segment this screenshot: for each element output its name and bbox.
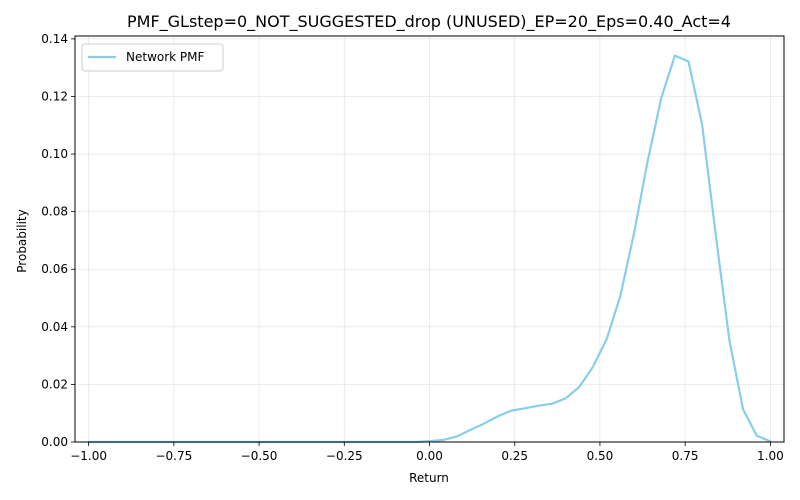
y-axis-title: Probability [15,209,29,272]
legend-label: Network PMF [126,50,205,64]
y-tick-label: 0.08 [41,205,68,219]
chart-title: PMF_GLstep=0_NOT_SUGGESTED_drop (UNUSED)… [127,12,731,32]
legend: Network PMF [81,43,224,72]
x-tick-label: 0.25 [501,449,528,463]
x-tick-label: −0.75 [155,449,192,463]
grid-lines [75,36,784,443]
x-axis-ticks: −1.00 −0.75 −0.50 −0.25 0.00 0.25 0.50 0.75 1.00 [70,442,784,463]
y-tick-label: 0.10 [41,147,68,161]
legend-box [81,43,224,72]
x-tick-label: −0.50 [241,449,278,463]
x-tick-label: 1.00 [757,449,784,463]
y-axis-ticks: 0.00 0.02 0.04 0.06 0.08 0.10 0.12 0.14 [41,32,75,449]
y-tick-label: 0.04 [41,320,68,334]
y-tick-label: 0.14 [41,32,68,46]
x-tick-label: −0.25 [326,449,363,463]
y-tick-label: 0.00 [41,435,68,449]
x-tick-label: −1.00 [70,449,107,463]
x-tick-label: 0.75 [672,449,699,463]
x-tick-label: 0.50 [587,449,614,463]
y-tick-label: 0.02 [41,377,68,391]
y-tick-label: 0.06 [41,262,68,276]
x-tick-label: 0.00 [416,449,443,463]
y-tick-label: 0.12 [41,89,68,103]
x-axis-title: Return [409,471,449,485]
